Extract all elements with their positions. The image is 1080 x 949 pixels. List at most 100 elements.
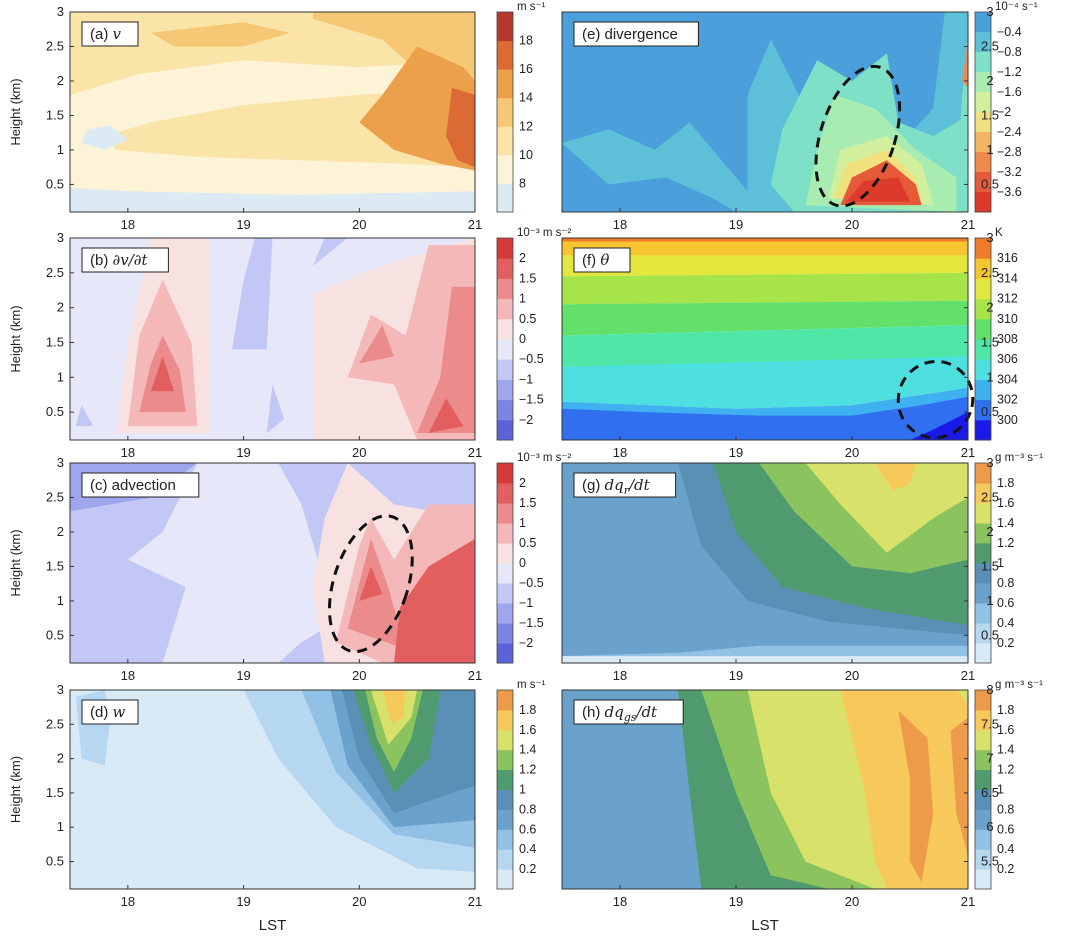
y-tick-label: 8 [986,682,993,697]
plot-frame [69,689,476,890]
x-tick-label: 21 [961,217,975,232]
y-tick-label: 2.5 [981,489,999,504]
colorbar-swatch [497,12,513,42]
x-tick-label: 18 [121,445,135,460]
colorbar-swatch [975,419,991,441]
colorbar-swatch [975,749,991,771]
contour-region [313,238,348,266]
contour-region [151,356,175,392]
contour-region [962,39,968,88]
colorbar-swatch [975,238,991,259]
title-variable: ∂v/∂t [113,251,149,269]
x-tick-label: 18 [613,217,627,232]
colorbar-swatch [975,52,991,73]
y-axis-label: Height (km) [8,305,23,372]
colorbar-swatch [975,399,991,421]
colorbar-swatch [975,543,991,564]
y-tick-label: 3 [57,4,64,19]
contour-field-f [562,238,968,440]
x-tick-label: 19 [236,668,250,683]
colorbar-unit: g m⁻³ s⁻¹ [995,679,1043,691]
colorbar-tick-label: 1.6 [997,496,1014,510]
colorbar-tick-label: 14 [519,91,533,105]
y-tick-label: 7 [986,751,993,766]
colorbar-swatch [975,318,991,340]
colorbar-swatch [497,183,513,213]
title-tail: /dt [627,476,651,494]
y-tick-label: 2 [986,300,993,315]
colorbar-swatch [975,603,991,624]
y-tick-label: 0.5 [46,854,64,869]
colorbar-swatch [975,769,991,790]
x-axis-label: LST [751,917,779,934]
colorbar-tick-label: −3.2 [997,165,1022,179]
contour-region [81,125,128,150]
contour-region [956,690,968,704]
title-prefix: (a) [90,26,113,43]
y-tick-label: 2.5 [981,265,999,280]
y-tick-label: 2.5 [46,265,64,280]
panel-title-g: (g) dqr/dt [573,472,677,498]
contour-region [562,12,968,212]
title-box [573,247,631,273]
colorbar-swatch [497,238,513,259]
colorbar-swatch [975,563,991,584]
title-box [573,21,699,47]
panel-title-c: (c) advection [81,472,200,498]
title-prefix: (f) [582,252,600,269]
y-tick-label: 1 [986,593,993,608]
x-axis-label: LST [259,917,287,934]
contour-region [875,463,916,491]
colorbar-unit: 10⁻³ m s⁻² [517,227,571,239]
y-tick-label: 1.5 [981,107,999,122]
y-tick-label: 0.5 [46,176,64,191]
colorbar-swatch [975,709,991,731]
highlight-ellipse [896,359,975,440]
y-tick-label: 0.5 [981,627,999,642]
colorbar-unit: 10⁻⁴ s⁻¹ [995,1,1038,13]
contour-region [562,255,968,277]
colorbar-tick-label: 0.4 [997,842,1014,856]
colorbar-tick-label: −0.5 [519,352,544,366]
title-tail: /dt [634,703,658,721]
y-tick-label: 3 [57,682,64,697]
colorbar-frame [974,462,992,664]
panel-title-f: (f) θ [573,247,631,273]
contour-region [562,356,968,409]
x-tick-label: 21 [468,217,482,232]
panel-title-text: (f) θ [582,251,609,269]
contour-region [359,325,394,364]
colorbar-tick-label: 0.2 [519,862,536,876]
plot-frame [561,689,969,890]
contour-region [840,690,968,889]
colorbar-swatch [975,523,991,544]
colorbar-tick-label: 0.2 [997,636,1014,650]
colorbar-tick-label: 1.2 [997,763,1014,777]
panel-title-text: (c) advection [90,477,176,494]
contour-region [562,272,968,305]
colorbar-swatch [975,278,991,300]
title-prefix: (b) [90,252,113,269]
colorbar-swatch [975,152,991,173]
title-box [573,472,677,498]
y-tick-label: 2.5 [981,38,999,53]
y-tick-label: 3 [57,455,64,470]
y-tick-label: 1 [57,369,64,384]
plot-frame [69,462,476,664]
colorbar-swatch [975,359,991,380]
colorbar-tick-label: −2.8 [997,145,1022,159]
colorbar-swatch [975,192,991,213]
colorbar-unit: 10⁻³ m s⁻² [517,452,571,464]
colorbar-tick-label: 0.2 [997,862,1014,876]
y-tick-label: 3 [986,230,993,245]
colorbar-swatch [975,172,991,193]
colorbar-swatch [975,112,991,133]
x-tick-label: 19 [236,217,250,232]
contour-field-a [70,12,475,212]
plot-frame [69,11,476,213]
y-tick-label: 0.5 [981,404,999,419]
colorbar-swatch [497,809,513,830]
x-tick-label: 18 [613,445,627,460]
contour-region [417,286,475,433]
colorbar-swatch [975,809,991,830]
